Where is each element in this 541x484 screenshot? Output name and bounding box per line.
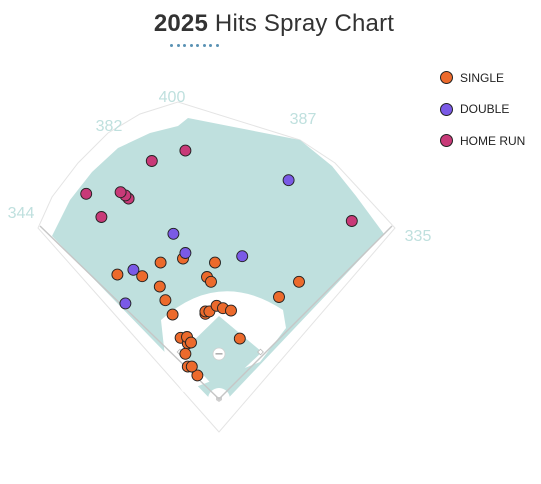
double-hit-point [179, 247, 192, 259]
double-hit-point [119, 297, 132, 310]
fence-distance-label: 387 [290, 111, 317, 128]
fence-distance-label: 344 [8, 205, 35, 222]
fence-distance-label: 382 [96, 118, 123, 135]
fence-distance-label: 400 [159, 89, 186, 106]
single-hit-point [185, 336, 197, 349]
legend-item-home-run: HOME RUN [440, 125, 525, 157]
title-year: 2025 [153, 10, 209, 37]
legend-item-double: DOUBLE [440, 94, 525, 126]
title-dot [176, 44, 180, 47]
home-run-hit-point [114, 186, 127, 199]
single-hit-point [111, 268, 124, 281]
fence-distance-label: 335 [405, 228, 432, 245]
single-hit-point [273, 291, 285, 303]
home-run-hit-point [179, 144, 192, 157]
single-hit-point [209, 256, 221, 269]
chart-title: 2025 Hits Spray Chart [0, 10, 541, 38]
single-hit-point [225, 304, 237, 317]
single-hit-point [154, 256, 167, 269]
title-dot [215, 44, 219, 47]
single-hit-point [293, 275, 305, 288]
legend-swatch [440, 102, 453, 116]
single-hit-point [179, 347, 192, 360]
title-dot [209, 44, 212, 47]
single-hit-point [166, 308, 179, 321]
double-hit-point [282, 174, 295, 187]
title-dot [183, 44, 186, 47]
single-hit-point [191, 369, 204, 382]
first-base [257, 348, 264, 356]
single-hit-point [185, 360, 198, 373]
home-run-hit-point [80, 187, 93, 200]
title-dot [196, 44, 199, 47]
legend-label: DOUBLE [460, 102, 510, 117]
legend-swatch [440, 71, 453, 85]
home-run-hit-point [145, 155, 158, 167]
legend: SINGLE DOUBLE HOME RUN [440, 62, 525, 157]
title-dot [202, 44, 206, 47]
home-run-hit-point [95, 211, 108, 223]
legend-label: SINGLE [460, 70, 505, 85]
double-hit-point [167, 227, 180, 240]
legend-item-single: SINGLE [440, 62, 525, 94]
title-underline-dots [170, 44, 220, 48]
single-hit-point [153, 280, 166, 293]
pitchers-rubber [215, 353, 223, 355]
home-run-hit-point [345, 215, 358, 227]
single-hit-point [205, 275, 217, 288]
title-dot [170, 44, 173, 47]
single-hit-point [233, 332, 246, 345]
title-dot [189, 44, 193, 47]
legend-label: HOME RUN [460, 133, 526, 148]
double-hit-point [127, 263, 140, 276]
single-hit-point [136, 270, 149, 283]
single-hit-point [159, 294, 172, 307]
title-text: Hits Spray Chart [214, 10, 395, 37]
double-hit-point [236, 250, 249, 263]
legend-swatch [440, 134, 453, 148]
right-foul-line [218, 225, 393, 400]
